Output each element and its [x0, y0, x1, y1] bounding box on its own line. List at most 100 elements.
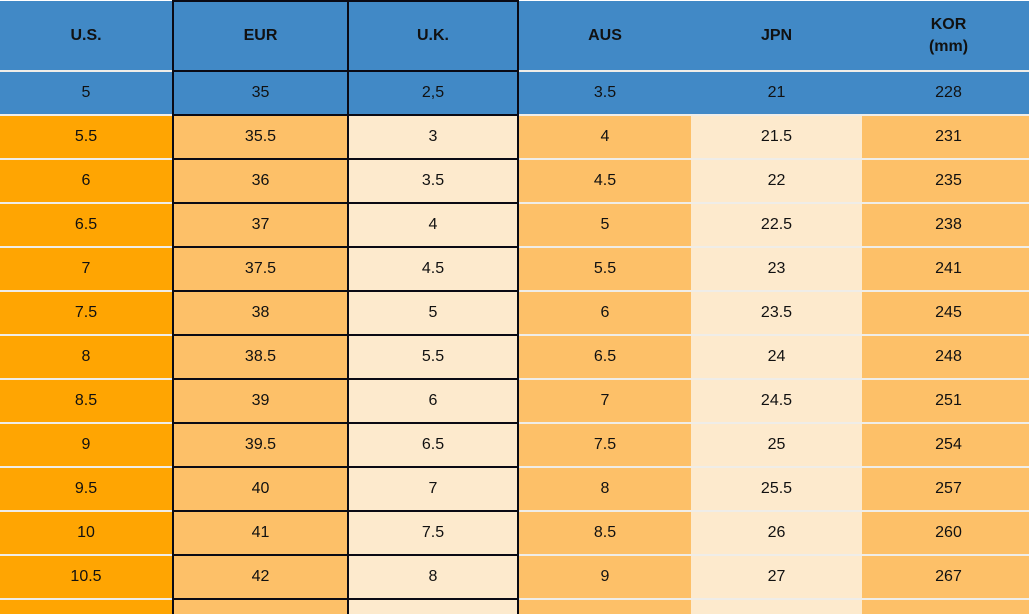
cell-kor: 260 [862, 510, 1029, 555]
cell-aus: 8 [518, 466, 691, 511]
cell-us: 9.5 [0, 466, 173, 511]
cell-uk: 6 [347, 378, 519, 424]
cell-aus: 7.5 [518, 422, 691, 467]
cell-eur: 36 [172, 158, 349, 204]
column-header-us: U.S. [0, 1, 173, 71]
cell-aus: 9.5 [518, 598, 691, 614]
cell-eur: 39 [172, 378, 349, 424]
cell-eur: 41 [172, 510, 349, 556]
cell-us: 10.5 [0, 554, 173, 599]
cell-uk: 2,5 [347, 70, 519, 116]
cell-uk: 8.5 [347, 598, 519, 614]
cell-kor: 257 [862, 466, 1029, 511]
column-header-eur: EUR [172, 0, 349, 72]
column-header-label: (mm) [928, 37, 969, 55]
cell-us: 5 [0, 70, 173, 115]
cell-us: 7.5 [0, 290, 173, 335]
cell-jpn: 26 [691, 510, 862, 555]
cell-uk: 6.5 [347, 422, 519, 468]
cell-jpn: 22.5 [691, 202, 862, 247]
cell-aus: 4 [518, 114, 691, 159]
cell-aus: 4.5 [518, 158, 691, 203]
table-row: 7.5 38 5 6 23.5 245 [0, 290, 1029, 336]
cell-eur: 43 [172, 598, 349, 614]
column-header-uk: U.K. [347, 0, 519, 72]
cell-kor: 238 [862, 202, 1029, 247]
cell-eur: 35 [172, 70, 349, 116]
cell-aus: 7 [518, 378, 691, 423]
cell-uk: 7 [347, 466, 519, 512]
column-header-aus: AUS [518, 1, 691, 71]
cell-uk: 3.5 [347, 158, 519, 204]
cell-kor: 254 [862, 422, 1029, 467]
table-row: 6 36 3.5 4.5 22 235 [0, 158, 1029, 204]
cell-uk: 5 [347, 290, 519, 336]
cell-aus: 5.5 [518, 246, 691, 291]
cell-kor: 248 [862, 334, 1029, 379]
cell-jpn: 21.5 [691, 114, 862, 159]
cell-kor: 228 [862, 70, 1029, 115]
table-row: 5.5 35.5 3 4 21.5 231 [0, 114, 1029, 160]
cell-uk: 4 [347, 202, 519, 248]
column-header-jpn: JPN [691, 1, 862, 71]
column-header-kor: KOR (mm) [862, 1, 1029, 71]
cell-jpn: 23 [691, 246, 862, 291]
table-row: 8.5 39 6 7 24.5 251 [0, 378, 1029, 424]
cell-kor: 245 [862, 290, 1029, 335]
table-row: 9 39.5 6.5 7.5 25 254 [0, 422, 1029, 468]
cell-jpn: 25.5 [691, 466, 862, 511]
cell-kor: 270 [862, 598, 1029, 614]
cell-kor: 231 [862, 114, 1029, 159]
table-row: 11438.59.527.8270 [0, 598, 1029, 614]
cell-us: 9 [0, 422, 173, 467]
cell-jpn: 23.5 [691, 290, 862, 335]
cell-jpn: 24.5 [691, 378, 862, 423]
cell-kor: 241 [862, 246, 1029, 291]
header-row: U.S. EUR U.K. AUS JPN KOR (mm) [0, 0, 1029, 72]
table-header: U.S. EUR U.K. AUS JPN KOR (mm) [0, 0, 1029, 72]
column-header-label: KOR [930, 15, 967, 33]
cell-kor: 235 [862, 158, 1029, 203]
cell-uk: 3 [347, 114, 519, 160]
cell-uk: 7.5 [347, 510, 519, 556]
table-body: 5 35 2,5 3.5 21 228 5.5 35.5 3 4 21.5 231 6 36 3.5 4.5 2… [0, 70, 1029, 614]
cell-kor: 267 [862, 554, 1029, 599]
table-row: 10 41 7.5 8.5 26 260 [0, 510, 1029, 556]
cell-eur: 42 [172, 554, 349, 600]
cell-jpn: 27.8 [691, 598, 862, 614]
cell-us: 8 [0, 334, 173, 379]
cell-eur: 38.5 [172, 334, 349, 380]
cell-uk: 8 [347, 554, 519, 600]
cell-uk: 5.5 [347, 334, 519, 380]
cell-aus: 6.5 [518, 334, 691, 379]
cell-jpn: 25 [691, 422, 862, 467]
cell-kor: 251 [862, 378, 1029, 423]
cell-uk: 4.5 [347, 246, 519, 292]
table-row: 8 38.5 5.5 6.5 24 248 [0, 334, 1029, 380]
table-row: 5 35 2,5 3.5 21 228 [0, 70, 1029, 116]
cell-eur: 39.5 [172, 422, 349, 468]
table-row: 6.5 37 4 5 22.5 238 [0, 202, 1029, 248]
cell-aus: 9 [518, 554, 691, 599]
table-row: 9.5 40 7 8 25.5 257 [0, 466, 1029, 512]
cell-jpn: 27 [691, 554, 862, 599]
table-row: 7 37.5 4.5 5.5 23 241 [0, 246, 1029, 292]
cell-aus: 6 [518, 290, 691, 335]
cell-us: 5.5 [0, 114, 173, 159]
cell-aus: 5 [518, 202, 691, 247]
cell-jpn: 24 [691, 334, 862, 379]
table-row: 10.5 42 8 9 27 267 [0, 554, 1029, 600]
cell-eur: 37 [172, 202, 349, 248]
cell-us: 6.5 [0, 202, 173, 247]
cell-eur: 37.5 [172, 246, 349, 292]
cell-aus: 3.5 [518, 70, 691, 115]
cell-eur: 35.5 [172, 114, 349, 160]
cell-eur: 40 [172, 466, 349, 512]
cell-us: 11 [0, 598, 173, 614]
cell-us: 6 [0, 158, 173, 203]
cell-aus: 8.5 [518, 510, 691, 555]
cell-us: 7 [0, 246, 173, 291]
cell-jpn: 21 [691, 70, 862, 115]
